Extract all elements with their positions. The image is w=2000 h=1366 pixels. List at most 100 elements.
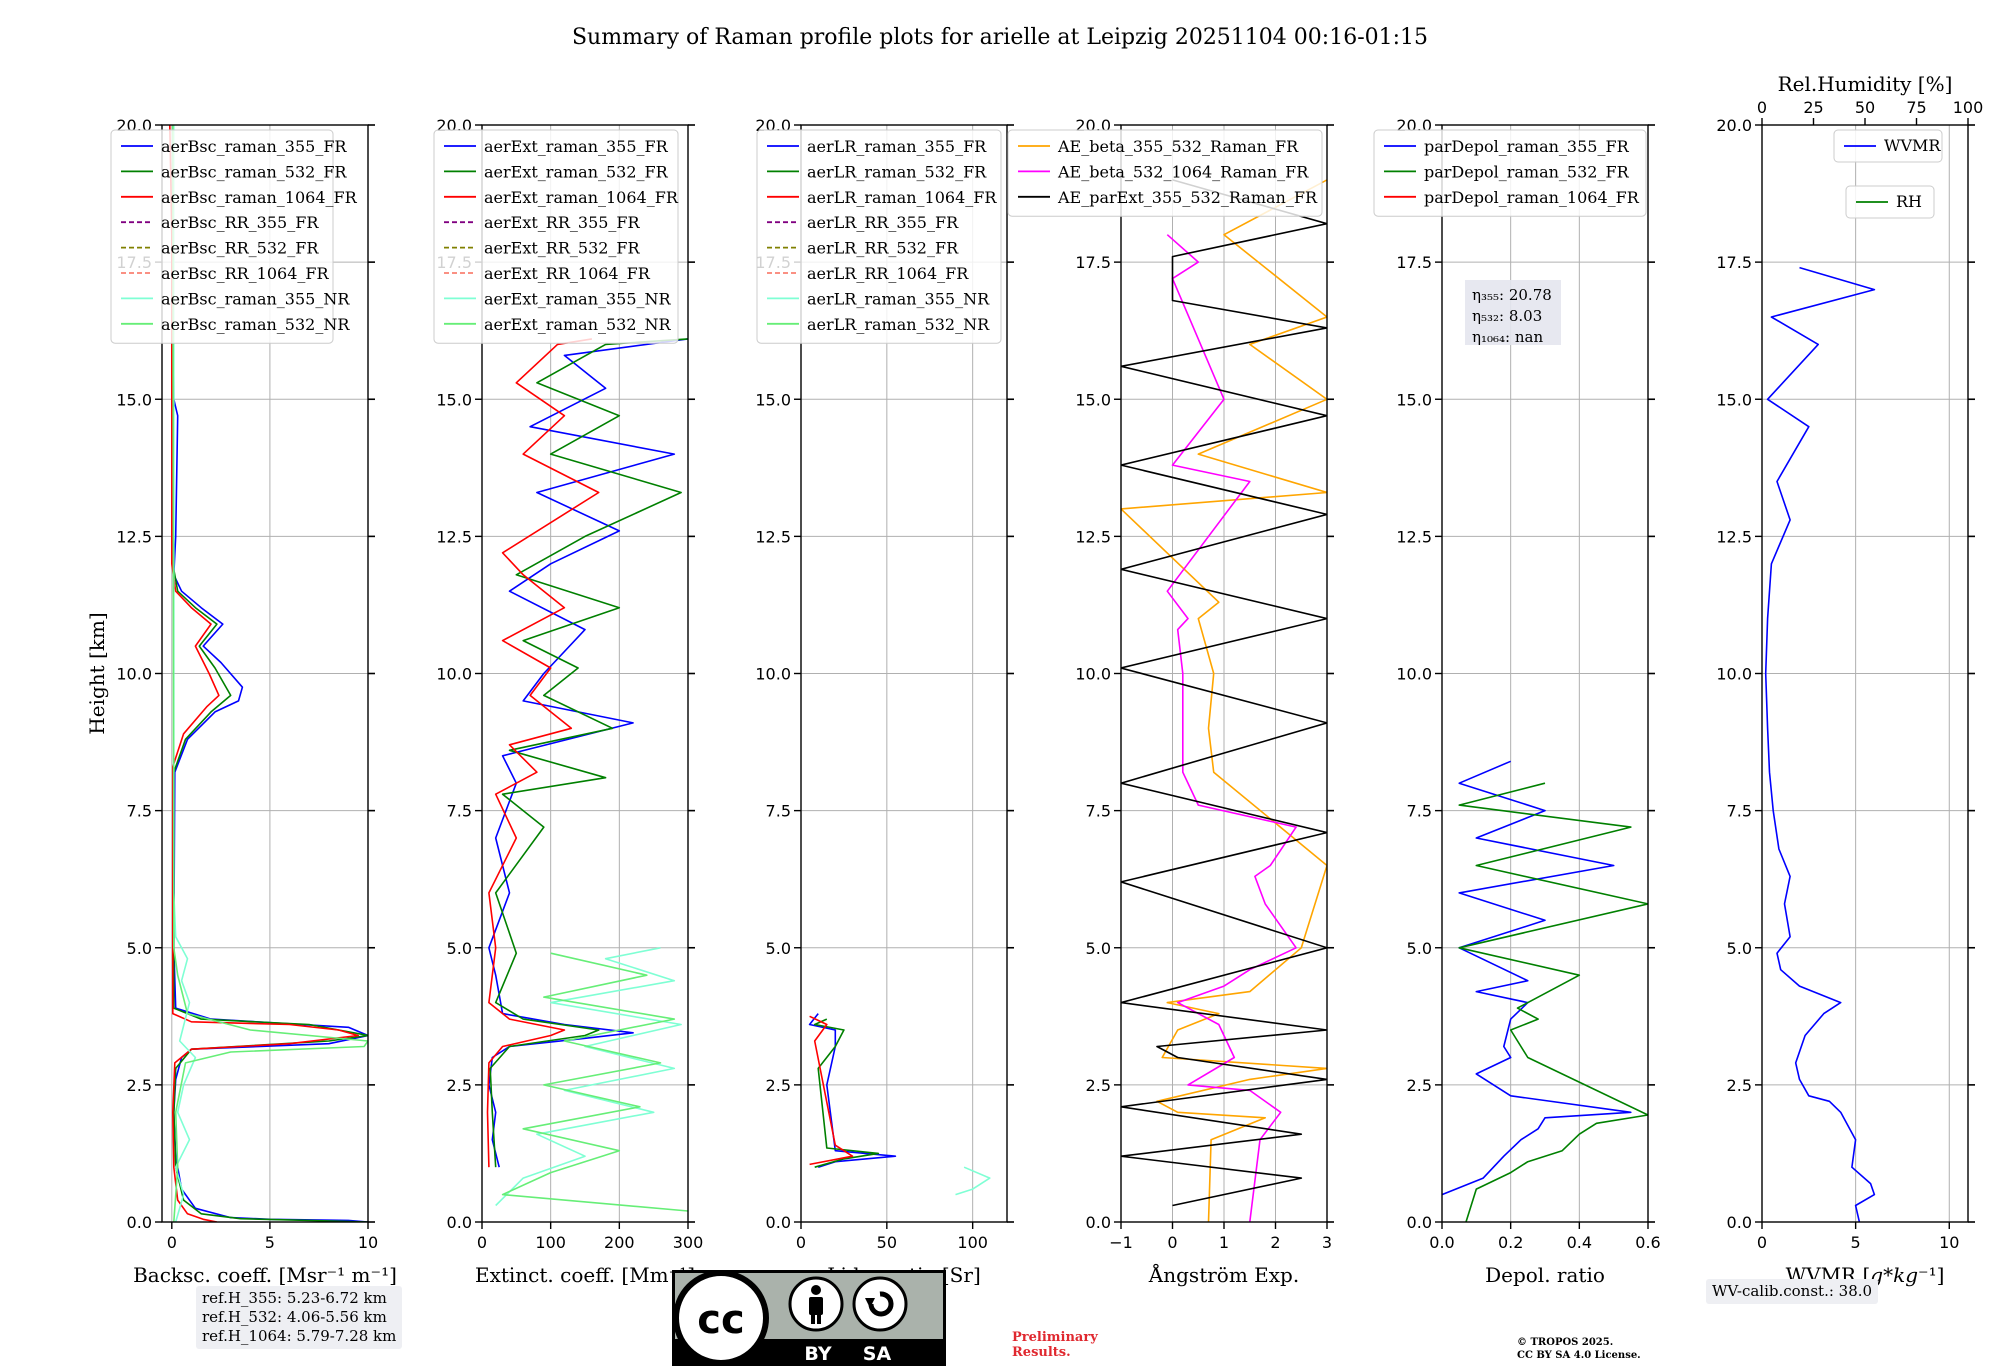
legend-label: parDepol_raman_1064_FR <box>1424 188 1640 207</box>
x-tick-label: 200 <box>604 1233 635 1252</box>
legend-label: aerExt_raman_355_FR <box>484 137 669 156</box>
series-line-WVMR <box>1764 266 1876 1222</box>
figure-title: Summary of Raman profile plots for ariel… <box>572 25 1428 50</box>
x-tick-label: 50 <box>877 1233 897 1252</box>
legend-box <box>1845 185 1935 219</box>
series-group <box>1121 179 1327 1222</box>
legend: WVMR RH <box>1833 129 1943 219</box>
series-line-AE_beta_355_532_Raman_FR <box>1121 179 1327 1222</box>
legend-label: aerBsc_raman_532_FR <box>161 162 347 181</box>
x-axis-label: Extinct. coeff. [Mm⁻¹] <box>475 1263 695 1287</box>
series-group <box>1764 266 1876 1222</box>
legend: AE_beta_355_532_Raman_FR AE_beta_532_1064… <box>1007 129 1323 217</box>
series-line-aerBsc_raman_532_FR <box>172 125 368 1222</box>
y-tick-label: 2.5 <box>766 1076 791 1095</box>
y-tick-label: 10.0 <box>755 665 791 684</box>
series-group <box>486 338 688 1212</box>
eta-label: η₅₃₂: 8.03 <box>1472 307 1542 325</box>
series-line-aerBsc_raman_1064_FR <box>169 125 360 1222</box>
y-tick-label: 12.5 <box>755 527 791 546</box>
series-line-aerLR_raman_355_NR <box>955 1166 991 1196</box>
y-tick-label: 15.0 <box>116 390 152 409</box>
legend-label: aerExt_RR_1064_FR <box>484 264 651 283</box>
series-line-aerExt_raman_1064_FR <box>486 338 600 1168</box>
x-tick-label: 2 <box>1270 1233 1280 1252</box>
panel-bsc: 0.02.55.07.510.012.515.017.520.00510Back… <box>85 116 397 1287</box>
y-tick-label: 0.0 <box>127 1213 152 1232</box>
panel-lr: 0.02.55.07.510.012.515.017.520.0050100Li… <box>755 116 1014 1287</box>
panel-wv: 0.0 2.5 5.0 7.5 10.0 12.5 15.0 17.5 20.0 0 5 10 WVMR… <box>1716 72 1983 1287</box>
legend-label: aerExt_raman_355_NR <box>484 289 672 308</box>
y-tick-label: 2.5 <box>1407 1076 1432 1095</box>
legend-label: aerExt_raman_532_FR <box>484 162 669 181</box>
x-tick-label: −1 <box>1109 1233 1133 1252</box>
legend-box <box>110 129 334 344</box>
x-tick-label: 0 <box>1757 1233 1767 1252</box>
series-line-AE_parExt_355_532_Raman_FR <box>1121 179 1327 1207</box>
series-line-aerExt_raman_532_NR <box>501 952 688 1212</box>
legend-label: aerExt_RR_532_FR <box>484 239 641 258</box>
legend-label: RH <box>1896 192 1922 211</box>
cc-license-badge: cc BY SA <box>672 1270 946 1366</box>
copyright-line-1: © TROPOS 2025. <box>1517 1337 1614 1348</box>
top-x-tick-label: 0 <box>1757 98 1767 117</box>
y-tick-label: 20.0 <box>1716 116 1752 135</box>
x-tick-label: 0.0 <box>1429 1233 1454 1252</box>
legend-label: aerBsc_RR_532_FR <box>161 239 319 258</box>
x-tick-label: 3 <box>1322 1233 1332 1252</box>
y-tick-label: 5.0 <box>1407 939 1432 958</box>
refbox-line-355: ref.H_355: 5.23-6.72 km <box>202 1289 387 1307</box>
y-tick-label: 7.5 <box>1407 802 1432 821</box>
x-tick-label: 0 <box>167 1233 177 1252</box>
eta-label: η₃₅₅: 20.78 <box>1472 286 1552 304</box>
y-tick-label: 5.0 <box>447 939 472 958</box>
refbox-line-532: ref.H_532: 4.06-5.56 km <box>202 1308 387 1326</box>
reference-height-box: ref.H_355: 5.23-6.72 km ref.H_532: 4.06-… <box>196 1286 403 1349</box>
y-tick-label: 5.0 <box>1086 939 1111 958</box>
eta-box <box>1465 280 1561 345</box>
y-tick-label: 0.0 <box>1727 1213 1752 1232</box>
x-tick-label: 0 <box>477 1233 487 1252</box>
license-by-text: BY <box>804 1343 831 1365</box>
refbox-line-1064: ref.H_1064: 5.79-7.28 km <box>202 1327 397 1345</box>
legend-box <box>756 129 1002 344</box>
top-x-tick-label: 50 <box>1855 98 1875 117</box>
y-tick-label: 7.5 <box>127 802 152 821</box>
y-tick-label: 2.5 <box>127 1076 152 1095</box>
y-tick-label: 15.0 <box>1075 390 1111 409</box>
y-tick-label: 0.0 <box>766 1213 791 1232</box>
y-tick-label: 7.5 <box>766 802 791 821</box>
legend: parDepol_raman_355_FR parDepol_raman_532_… <box>1373 129 1647 217</box>
x-axis-label-part: kg <box>1893 1263 1918 1287</box>
legend-label: aerExt_raman_532_NR <box>484 315 672 334</box>
share-alike-icon <box>852 1276 908 1332</box>
y-tick-label: 12.5 <box>436 527 472 546</box>
x-tick-label: 10 <box>358 1233 378 1252</box>
x-tick-label: 5 <box>1851 1233 1861 1252</box>
y-tick-label: 5.0 <box>127 939 152 958</box>
y-tick-label: 5.0 <box>1727 939 1752 958</box>
y-axis-label: Height [km] <box>85 612 109 734</box>
x-tick-label: 10 <box>1939 1233 1959 1252</box>
y-tick-label: 7.5 <box>1727 802 1752 821</box>
x-axis-label-part: * <box>1883 1263 1893 1287</box>
panels: 0.02.55.07.510.012.515.017.520.00510Back… <box>85 72 1983 1287</box>
y-tick-label: 7.5 <box>1086 802 1111 821</box>
panel-ext: 0.02.55.07.510.012.515.017.520.001002003… <box>433 116 703 1287</box>
legend-label: aerLR_RR_532_FR <box>807 239 959 258</box>
y-tick-label: 2.5 <box>447 1076 472 1095</box>
eta-label: η₁₀₆₄: nan <box>1472 328 1543 346</box>
series-line-aerExt_raman_532_FR <box>489 338 688 1168</box>
legend-label: parDepol_raman_532_FR <box>1424 162 1630 181</box>
copyright-line-2: CC BY SA 4.0 License. <box>1517 1350 1641 1361</box>
legend-label: aerLR_raman_532_NR <box>807 315 990 334</box>
series-group <box>169 125 368 1222</box>
x-axis-label: Ångström Exp. <box>1148 1262 1299 1287</box>
y-tick-label: 12.5 <box>116 527 152 546</box>
wv-calib-box: WV-calib.const.: 38.0 <box>1706 1279 1879 1304</box>
legend-label: aerLR_RR_1064_FR <box>807 264 969 283</box>
series-line-aerLR_raman_355_FR <box>808 1013 897 1168</box>
prelim-line-1: Preliminary <box>1012 1330 1098 1345</box>
legend-box <box>1373 129 1647 217</box>
series-group <box>1442 760 1648 1222</box>
